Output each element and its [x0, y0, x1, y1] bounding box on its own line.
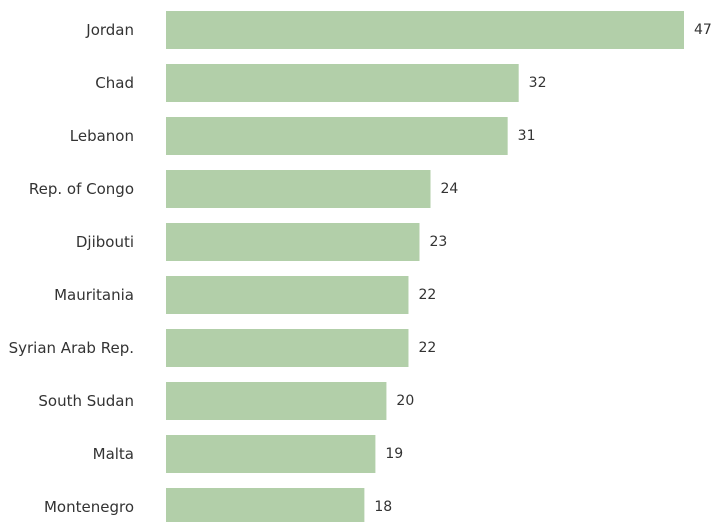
value-label: 20 [396, 393, 414, 409]
value-label: 22 [418, 287, 436, 303]
bar-mauritania [166, 276, 409, 314]
bar-montenegro [166, 488, 365, 522]
bar-south-sudan [166, 382, 387, 420]
category-label: Malta [93, 445, 134, 463]
category-label: Djibouti [76, 233, 134, 251]
category-label: South Sudan [38, 392, 134, 410]
category-label: Montenegro [44, 498, 134, 516]
value-label: 23 [429, 234, 447, 250]
value-label: 32 [529, 75, 547, 91]
value-label: 18 [374, 499, 392, 515]
bars-group [166, 11, 684, 522]
value-label: 47 [694, 22, 712, 38]
value-label: 24 [441, 181, 459, 197]
bar-jordan [166, 11, 684, 49]
category-label: Jordan [85, 21, 134, 39]
category-labels-group: Jordan Chad Lebanon Rep. of Congo Djibouti Ma… [9, 21, 134, 516]
bar-lebanon [166, 117, 508, 155]
bar-chad [166, 64, 519, 102]
category-label: Syrian Arab Rep. [9, 339, 134, 357]
category-label: Chad [95, 74, 134, 92]
value-label: 31 [518, 128, 536, 144]
bar-rep-of-congo [166, 170, 431, 208]
bar-syrian-arab-rep [166, 329, 409, 367]
category-label: Rep. of Congo [29, 180, 134, 198]
value-label: 22 [418, 340, 436, 356]
value-labels-group: 47 32 31 24 23 22 22 20 19 18 [374, 22, 711, 515]
category-label: Lebanon [70, 127, 134, 145]
value-label: 19 [385, 446, 403, 462]
category-label: Mauritania [54, 286, 134, 304]
bar-malta [166, 435, 376, 473]
bar-djibouti [166, 223, 420, 261]
